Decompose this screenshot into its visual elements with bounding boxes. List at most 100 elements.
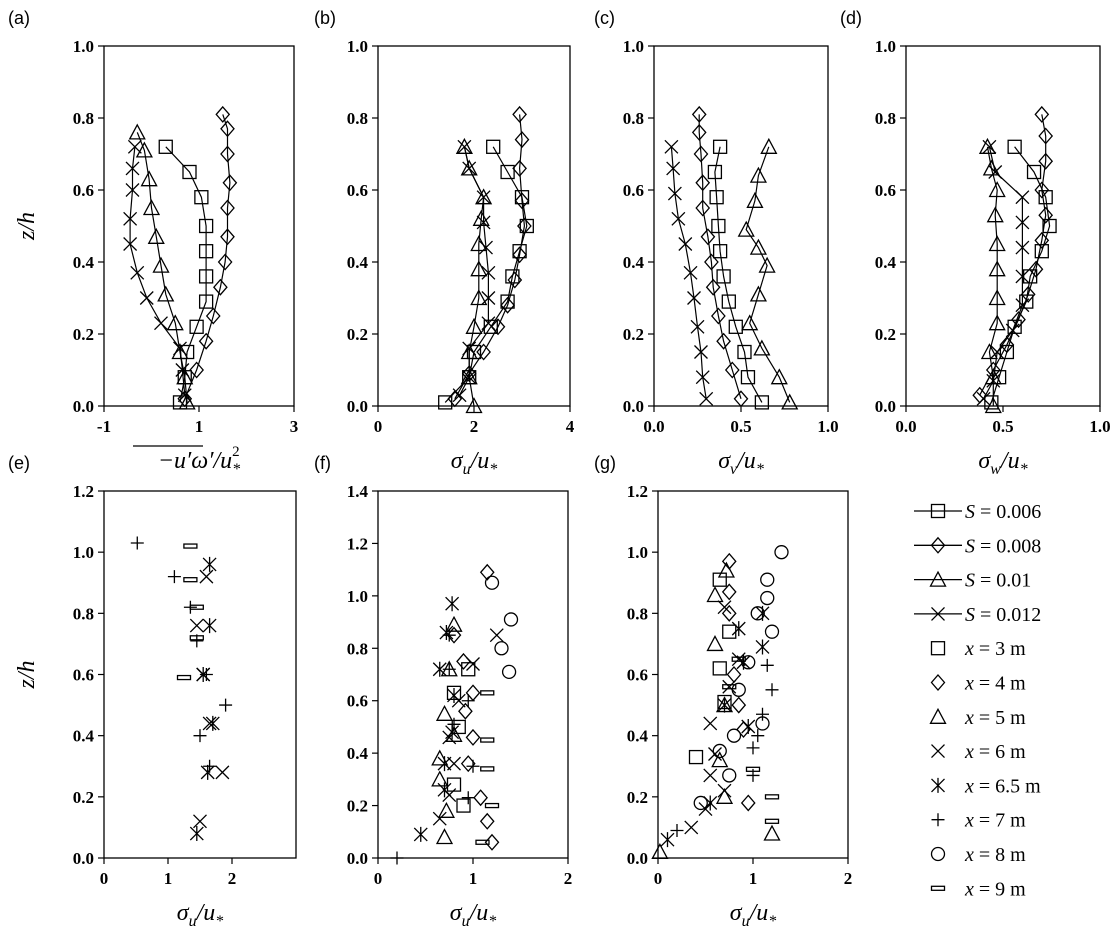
x-tick-label: 0.0 — [643, 417, 664, 436]
data-point-asterisk — [755, 605, 770, 621]
legend-marker-triangle — [929, 570, 947, 587]
data-point-diamond — [1038, 127, 1054, 145]
data-point-plus — [746, 741, 760, 755]
panel-c: (c) 0.0 0.2 0.4 0.6 0.8 1.0 0.0 0.5 1.0 σv/u* — [594, 8, 839, 478]
x-axis-label: σu/u* — [450, 900, 497, 930]
x-tick-label: 2 — [564, 869, 573, 888]
data-point-plus — [442, 662, 456, 676]
panel-label: (c) — [594, 8, 615, 28]
data-point-circle — [760, 590, 775, 606]
y-tick-label: 0.8 — [627, 604, 648, 623]
data-point-square — [707, 164, 723, 180]
data-point-x — [123, 211, 138, 226]
data-point-asterisk — [703, 795, 718, 811]
data-point-x — [452, 388, 467, 403]
data-point-triangle — [470, 260, 488, 277]
data-point-x — [432, 811, 447, 826]
data-point-square — [688, 749, 704, 765]
data-point-x — [481, 291, 496, 305]
data-point-plus — [199, 668, 213, 681]
legend-marker-dash — [930, 885, 946, 891]
y-tick-label: 0.2 — [73, 325, 94, 344]
y-tick-label: 0.0 — [347, 849, 368, 868]
data-point-x — [695, 370, 710, 385]
data-point-square — [198, 294, 214, 309]
panel-label: (a) — [8, 8, 30, 28]
panel-b: (b) 0.0 0.2 0.4 0.6 0.8 1.0 0 2 4 σu/u* — [314, 8, 575, 478]
data-point-asterisk — [445, 596, 460, 612]
data-point-plus — [130, 536, 144, 550]
data-point-diamond — [456, 652, 471, 670]
y-tick-label: 0.2 — [347, 797, 368, 816]
legend-label: x = 6 m — [964, 741, 1026, 763]
series-diamond — [447, 105, 532, 408]
data-point-triangle — [749, 238, 767, 255]
series-asterisk — [189, 556, 220, 842]
data-point-diamond — [479, 812, 495, 830]
data-point-x — [976, 391, 991, 406]
legend-label: x = 8 m — [964, 844, 1026, 866]
data-point-triangle — [437, 801, 455, 818]
y-tick-label: 0.6 — [347, 181, 368, 200]
data-point-triangle — [988, 260, 1006, 277]
legend-marker-circle — [930, 846, 946, 862]
y-tick-label: 0.6 — [627, 666, 648, 685]
x-tick-label: 0 — [100, 869, 109, 888]
legend-item: x = 4 m — [930, 673, 1026, 695]
data-point-triangle — [749, 285, 767, 302]
data-point-diamond — [220, 228, 235, 246]
y-tick-label: 0.0 — [875, 397, 896, 416]
legend-label: x = 7 m — [964, 810, 1026, 832]
y-tick-label: 0.0 — [73, 397, 94, 416]
data-point-x — [175, 363, 190, 377]
x-tick-label: 1.0 — [817, 417, 838, 436]
data-point-circle — [760, 572, 775, 587]
legend-item: x = 8 m — [930, 844, 1026, 866]
series-circle — [693, 545, 789, 811]
data-point-x — [690, 319, 705, 334]
data-point-square — [728, 319, 743, 334]
data-point-diamond — [1038, 206, 1054, 224]
data-point-diamond — [693, 145, 709, 163]
data-point-triangle — [763, 824, 781, 841]
data-point-dash — [183, 543, 198, 549]
data-point-triangle — [746, 191, 764, 208]
data-point-plus — [751, 729, 765, 743]
data-point-triangle — [435, 704, 454, 721]
data-point-square — [1034, 244, 1049, 259]
x-tick-label: -1 — [97, 417, 111, 436]
series-line — [136, 132, 188, 403]
data-point-x — [177, 388, 192, 403]
data-point-square — [1038, 190, 1053, 205]
data-point-diamond — [1028, 260, 1044, 278]
data-point-triangle — [651, 843, 669, 860]
data-point-x — [193, 814, 207, 829]
data-point-diamond — [479, 563, 495, 581]
data-point-asterisk — [741, 718, 756, 734]
data-point-x — [481, 316, 496, 331]
data-point-diamond — [484, 833, 500, 851]
data-point-asterisk — [447, 687, 461, 703]
data-point-x — [664, 139, 679, 154]
data-point-diamond — [222, 174, 238, 192]
legend-label: x = 4 m — [964, 673, 1026, 695]
data-point-plus — [442, 628, 456, 642]
data-point-square — [461, 662, 476, 677]
series-dash — [176, 543, 204, 681]
x-tick-label: 4 — [566, 417, 575, 436]
data-point-diamond — [512, 105, 527, 123]
data-point-plus — [466, 759, 480, 773]
data-point-triangle — [988, 181, 1006, 198]
data-point-triangle — [781, 393, 799, 410]
y-tick-label: 1.0 — [73, 543, 94, 562]
data-point-x — [457, 139, 472, 154]
data-point-triangle — [980, 343, 999, 360]
data-point-x — [703, 768, 718, 783]
y-tick-label: 0.4 — [623, 253, 645, 272]
data-point-square — [198, 218, 214, 234]
plot-frame — [377, 490, 569, 859]
data-point-circle — [494, 641, 509, 656]
panel-a: (a) 0.0 0.2 0.4 0.6 0.8 1.0 -1 1 3 z/h −u′ω′/u*2 — [8, 8, 298, 478]
data-point-square — [712, 572, 727, 587]
data-point-dash — [480, 690, 495, 696]
